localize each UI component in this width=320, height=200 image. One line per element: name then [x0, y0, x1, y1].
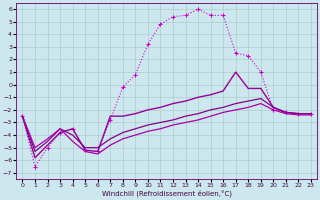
X-axis label: Windchill (Refroidissement éolien,°C): Windchill (Refroidissement éolien,°C) [102, 190, 232, 197]
